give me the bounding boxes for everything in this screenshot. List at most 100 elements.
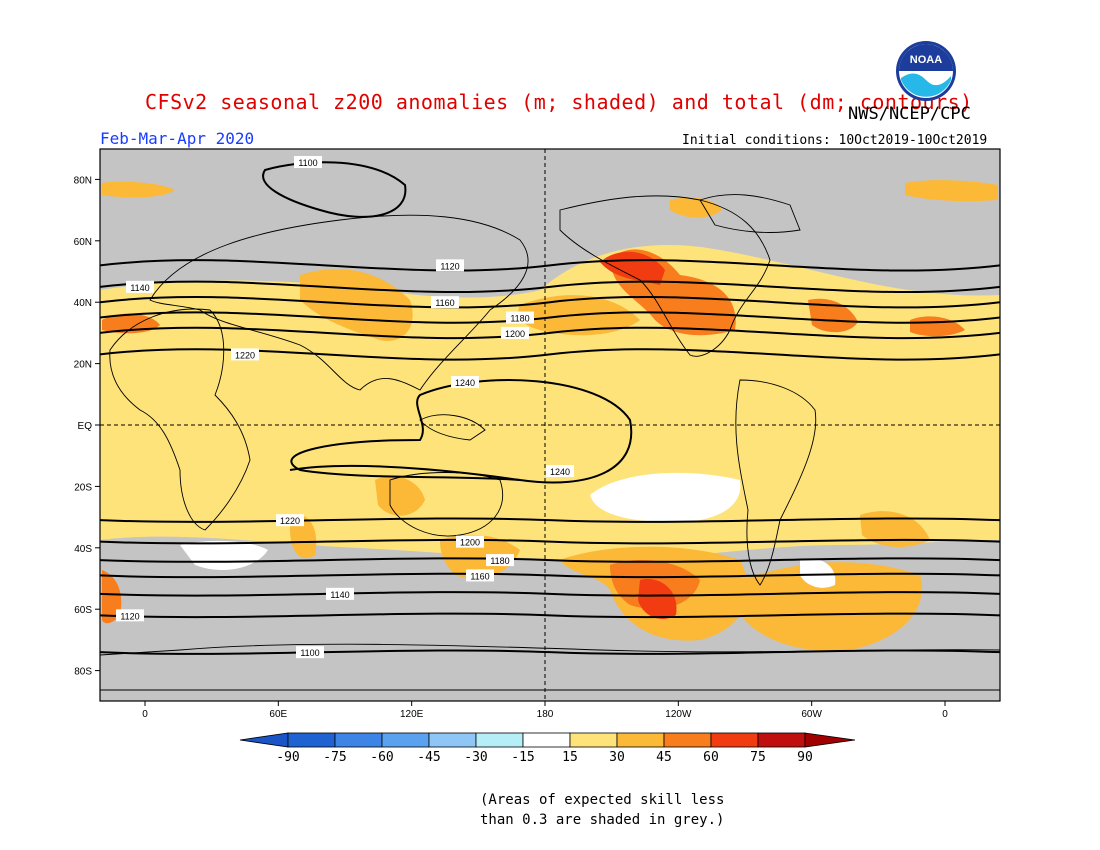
colorbar-right-arrow	[804, 732, 856, 748]
figure-title: CFSv2 seasonal z200 anomalies (m; shaded…	[145, 90, 973, 114]
contour-label: 1180	[510, 314, 529, 324]
height-contour	[100, 326, 1000, 340]
grey-skill-north	[100, 149, 1000, 298]
skill-note-line2: than 0.3 are shaded in grey.)	[480, 812, 725, 828]
colorbar-segment	[334, 732, 383, 748]
colorbar-tick-label: -90	[276, 750, 299, 765]
contour-label-bg	[294, 156, 322, 168]
coastline	[419, 414, 486, 441]
lat-label: 80N	[74, 175, 92, 186]
colorbar-tick-label: -30	[464, 750, 487, 765]
lat-label: 40N	[74, 298, 92, 309]
lat-label: 60N	[74, 237, 92, 248]
contour-label-bg	[231, 348, 259, 361]
contour-label: 1160	[435, 298, 454, 308]
grey-skill-polar	[100, 690, 1000, 701]
height-contour	[100, 612, 1000, 619]
anomaly-neutral	[590, 472, 741, 523]
noaa-logo: NOAA	[896, 41, 956, 101]
contour-label: 1240	[550, 467, 570, 477]
lon-label: 0	[942, 709, 948, 720]
contour-label-bg	[126, 280, 154, 293]
colorbar-segment	[428, 732, 477, 748]
colorbar-tick-label: -60	[370, 750, 393, 765]
contour-label-bg	[296, 646, 324, 659]
lon-label: 120E	[400, 709, 424, 720]
contour-label: 1160	[470, 571, 489, 581]
coastline	[735, 379, 817, 586]
contour-label: 1200	[460, 538, 480, 548]
noaa-logo-text: NOAA	[910, 54, 942, 66]
contour-label: 1140	[330, 590, 349, 600]
colorbar-segment	[475, 732, 524, 748]
coastline	[389, 472, 504, 537]
colorbar-segment	[757, 732, 806, 748]
coastline	[100, 643, 1000, 691]
coastline	[699, 194, 801, 233]
height-contour	[289, 464, 521, 481]
colorbar-tick-label: 60	[703, 750, 719, 765]
colorbar-segment	[616, 732, 665, 748]
contour-label-bg	[486, 554, 514, 567]
season-label: Feb-Mar-Apr 2020	[100, 129, 255, 148]
coastline	[109, 308, 251, 531]
contour-label: 1100	[300, 648, 319, 658]
lat-label: 60S	[74, 605, 92, 616]
contour-label-bg	[466, 569, 494, 582]
contour-label-bg	[431, 296, 459, 309]
anomaly-patch	[638, 579, 677, 620]
lon-label: 180	[537, 709, 554, 720]
height-contour	[100, 259, 1000, 272]
height-contour	[290, 379, 633, 484]
anomaly-patch	[740, 562, 922, 651]
anomaly-patch	[102, 181, 175, 198]
lat-label: 80S	[74, 667, 92, 678]
contour-label-bg	[326, 587, 354, 600]
contour-label: 1180	[490, 556, 509, 566]
contour-label: 1240	[455, 378, 475, 388]
colorbar-left-arrow	[239, 732, 289, 748]
contour-label: 1120	[440, 261, 459, 271]
coastline	[149, 214, 529, 391]
height-contour	[100, 280, 1000, 294]
contour-label: 1200	[505, 329, 525, 339]
contour-label-bg	[436, 259, 464, 272]
lon-label: 0	[142, 709, 148, 720]
colorbar-tick-label: 15	[562, 750, 578, 765]
colorbar-tick-label: -75	[323, 750, 346, 765]
height-contour	[100, 557, 1000, 563]
colorbar-tick-label: -45	[417, 750, 440, 765]
colorbar-tick-label: 75	[750, 750, 766, 765]
colorbar-segment	[710, 732, 759, 748]
anomaly-patch	[860, 511, 930, 547]
lat-label: 40S	[74, 544, 92, 555]
lat-label: EQ	[78, 421, 93, 432]
height-contour	[262, 161, 407, 218]
colorbar-tick-label: -15	[511, 750, 534, 765]
map-field: 1100112011401160118012001220124012401220…	[100, 149, 1000, 701]
lon-label: 120W	[665, 709, 692, 720]
contour-label-bg	[116, 609, 144, 622]
height-contour	[100, 311, 1000, 324]
lat-label: 20N	[74, 360, 92, 371]
contour-label-bg	[506, 311, 534, 324]
height-contour	[100, 517, 1000, 523]
anomaly-patch	[905, 180, 998, 202]
colorbar-segment	[569, 732, 618, 748]
lon-label: 60E	[269, 709, 287, 720]
contour-label: 1220	[280, 516, 300, 526]
skill-note-line1: (Areas of expected skill less	[480, 792, 725, 808]
height-contour	[100, 649, 1000, 655]
lon-label: 60W	[801, 709, 822, 720]
colorbar-segment	[663, 732, 712, 748]
height-contour	[100, 591, 1000, 597]
initial-conditions: Initial conditions: 10Oct2019-10Oct2019	[682, 133, 988, 148]
height-contour	[100, 538, 1000, 545]
contour-label-bg	[546, 465, 574, 478]
colorbar-segment	[381, 732, 430, 748]
height-contour	[100, 296, 1000, 309]
contour-label: 1120	[120, 611, 139, 621]
colorbar-tick-label: 30	[609, 750, 625, 765]
